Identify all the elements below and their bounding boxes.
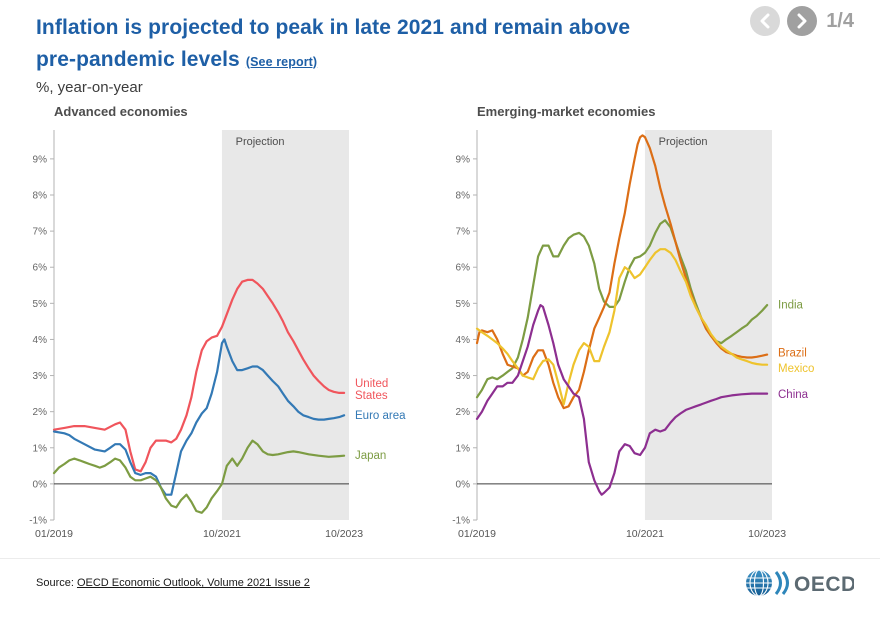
series-line-india xyxy=(475,219,769,399)
y-tick-label: -1% xyxy=(29,516,47,527)
series-line-euro-area xyxy=(52,338,346,496)
x-tick-label: 01/2019 xyxy=(458,528,496,540)
prev-button[interactable] xyxy=(750,6,781,36)
series-line-china xyxy=(475,304,769,496)
y-tick-label: 6% xyxy=(456,263,471,274)
y-tick-label: 8% xyxy=(456,191,471,202)
y-tick-label: 2% xyxy=(33,407,48,418)
title-line1: Inflation is projected to peak in late 2… xyxy=(36,16,631,39)
series-line-japan xyxy=(52,439,346,514)
y-tick-label: 0% xyxy=(33,479,48,490)
page-title: Inflation is projected to peak in late 2… xyxy=(36,12,736,75)
oecd-logo-graphic: OECD xyxy=(746,570,854,596)
series-label-brazil: Brazil xyxy=(778,348,807,360)
series-label-japan: Japan xyxy=(355,450,386,462)
series-label-mexico: Mexico xyxy=(778,363,814,375)
y-tick-label: 9% xyxy=(33,154,48,165)
advanced-economies-chart: Projection 9% 8% 7% 6% 5% 4% 3% 2% 1% 0% -1%01/2019… xyxy=(29,130,406,540)
series-label-china: China xyxy=(778,389,809,401)
projection-label: Projection xyxy=(659,136,708,148)
advanced-economies-chart-block: Advanced economies Projection 9% 8% 7% 6% 5% 4… xyxy=(16,104,421,550)
series-label-united-states: States xyxy=(355,390,388,402)
series-label-india: India xyxy=(778,300,804,312)
chart-units-subtitle: %, year-on-year xyxy=(36,79,143,96)
x-tick-label: 10/2023 xyxy=(748,528,786,540)
y-tick-label: 1% xyxy=(33,443,48,454)
y-tick-label: 1% xyxy=(456,443,471,454)
source-prefix: Source: xyxy=(36,577,77,589)
logo-chevron-1 xyxy=(774,571,782,595)
source-link[interactable]: OECD Economic Outlook, Volume 2021 Issue… xyxy=(76,577,310,589)
y-tick-label: 2% xyxy=(456,407,471,418)
left-chart-heading: Advanced economies xyxy=(54,104,188,119)
projection-label: Projection xyxy=(236,136,285,148)
source-note: Source: OECD Economic Outlook, Volume 20… xyxy=(36,577,310,589)
y-tick-label: 4% xyxy=(456,335,471,346)
y-tick-label: 3% xyxy=(33,371,48,382)
y-tick-label: 6% xyxy=(33,263,48,274)
x-tick-label: 01/2019 xyxy=(35,528,73,540)
y-tick-label: 3% xyxy=(456,371,471,382)
y-tick-label: 7% xyxy=(33,227,48,238)
y-tick-label: 0% xyxy=(456,479,471,490)
logo-text: OECD xyxy=(794,573,854,596)
see-report-link[interactable]: (See report) xyxy=(245,54,318,69)
y-tick-label: 5% xyxy=(33,299,48,310)
series-label-euro-area: Euro area xyxy=(355,410,406,422)
y-tick-label: 7% xyxy=(456,227,471,238)
footer: Source: OECD Economic Outlook, Volume 20… xyxy=(0,558,880,599)
chevron-right-icon xyxy=(796,13,808,29)
y-tick-label: 5% xyxy=(456,299,471,310)
chevron-left-icon xyxy=(759,13,771,29)
emerging-market-economies-chart: Projection 9% 8% 7% 6% 5% 4% 3% 2% 1% 0% -1%01/2019… xyxy=(452,130,814,540)
emerging-market-chart-block: Emerging-market economies Projection 9% 8%… xyxy=(439,104,844,550)
logo-chevron-2 xyxy=(781,571,789,595)
header: Inflation is projected to peak in late 2… xyxy=(0,0,880,96)
series-line-mexico xyxy=(475,248,769,406)
y-tick-label: -1% xyxy=(452,516,470,527)
x-tick-label: 10/2021 xyxy=(203,528,241,540)
x-tick-label: 10/2021 xyxy=(626,528,664,540)
right-chart-heading: Emerging-market economies xyxy=(477,104,656,119)
charts-row: Advanced economies Projection 9% 8% 7% 6% 5% 4… xyxy=(0,104,880,550)
pagination-nav: 1/4 xyxy=(750,6,854,36)
next-button[interactable] xyxy=(787,6,818,36)
series-line-united-states xyxy=(52,278,346,473)
title-line2: pre-pandemic levels xyxy=(36,47,240,71)
y-tick-label: 8% xyxy=(33,191,48,202)
y-tick-label: 4% xyxy=(33,335,48,346)
projection-region xyxy=(644,130,772,520)
y-tick-label: 9% xyxy=(456,154,471,165)
series-label-united-states: United xyxy=(355,378,388,390)
oecd-logo: OECD xyxy=(744,567,854,599)
x-tick-label: 10/2023 xyxy=(325,528,363,540)
page-indicator: 1/4 xyxy=(826,9,854,32)
